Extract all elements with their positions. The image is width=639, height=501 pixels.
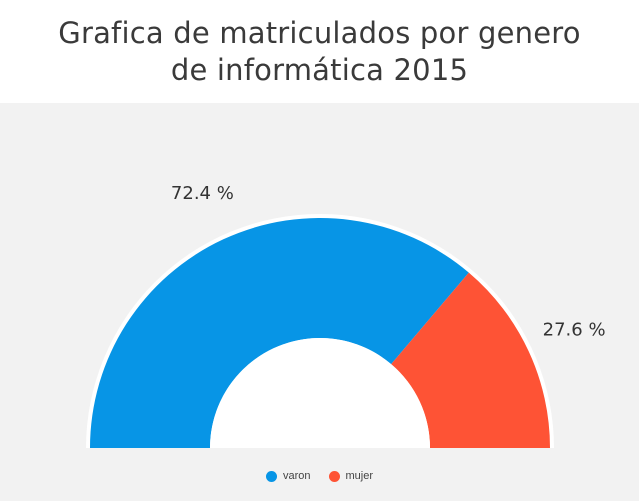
legend-item-varon[interactable]: varon: [265, 470, 311, 482]
legend-swatch-mujer: [328, 470, 340, 482]
title-band: Grafica de matriculados por genero de in…: [0, 0, 639, 103]
chart-title-line-2: de informática 2015: [170, 52, 469, 87]
chart-title-line-1: Grafica de matriculados por genero: [58, 15, 581, 50]
slice-mujer[interactable]: [391, 272, 550, 448]
legend-swatch-varon: [265, 470, 277, 482]
chart-inner-hole: [210, 338, 430, 448]
data-label-varon: 72.4 %: [171, 183, 234, 204]
chart-slices: [86, 214, 554, 448]
slice-varon[interactable]: [90, 218, 469, 448]
legend-label-mujer: mujer: [345, 470, 374, 482]
legend-item-mujer[interactable]: mujer: [328, 470, 374, 482]
legend-label-varon: varon: [282, 470, 311, 482]
chart-plot: 72.4 % 27.6 %: [86, 183, 606, 448]
chart-legend: varon mujer: [0, 470, 639, 482]
chart-data-labels: 72.4 % 27.6 %: [171, 183, 606, 340]
data-label-mujer: 27.6 %: [543, 319, 606, 340]
